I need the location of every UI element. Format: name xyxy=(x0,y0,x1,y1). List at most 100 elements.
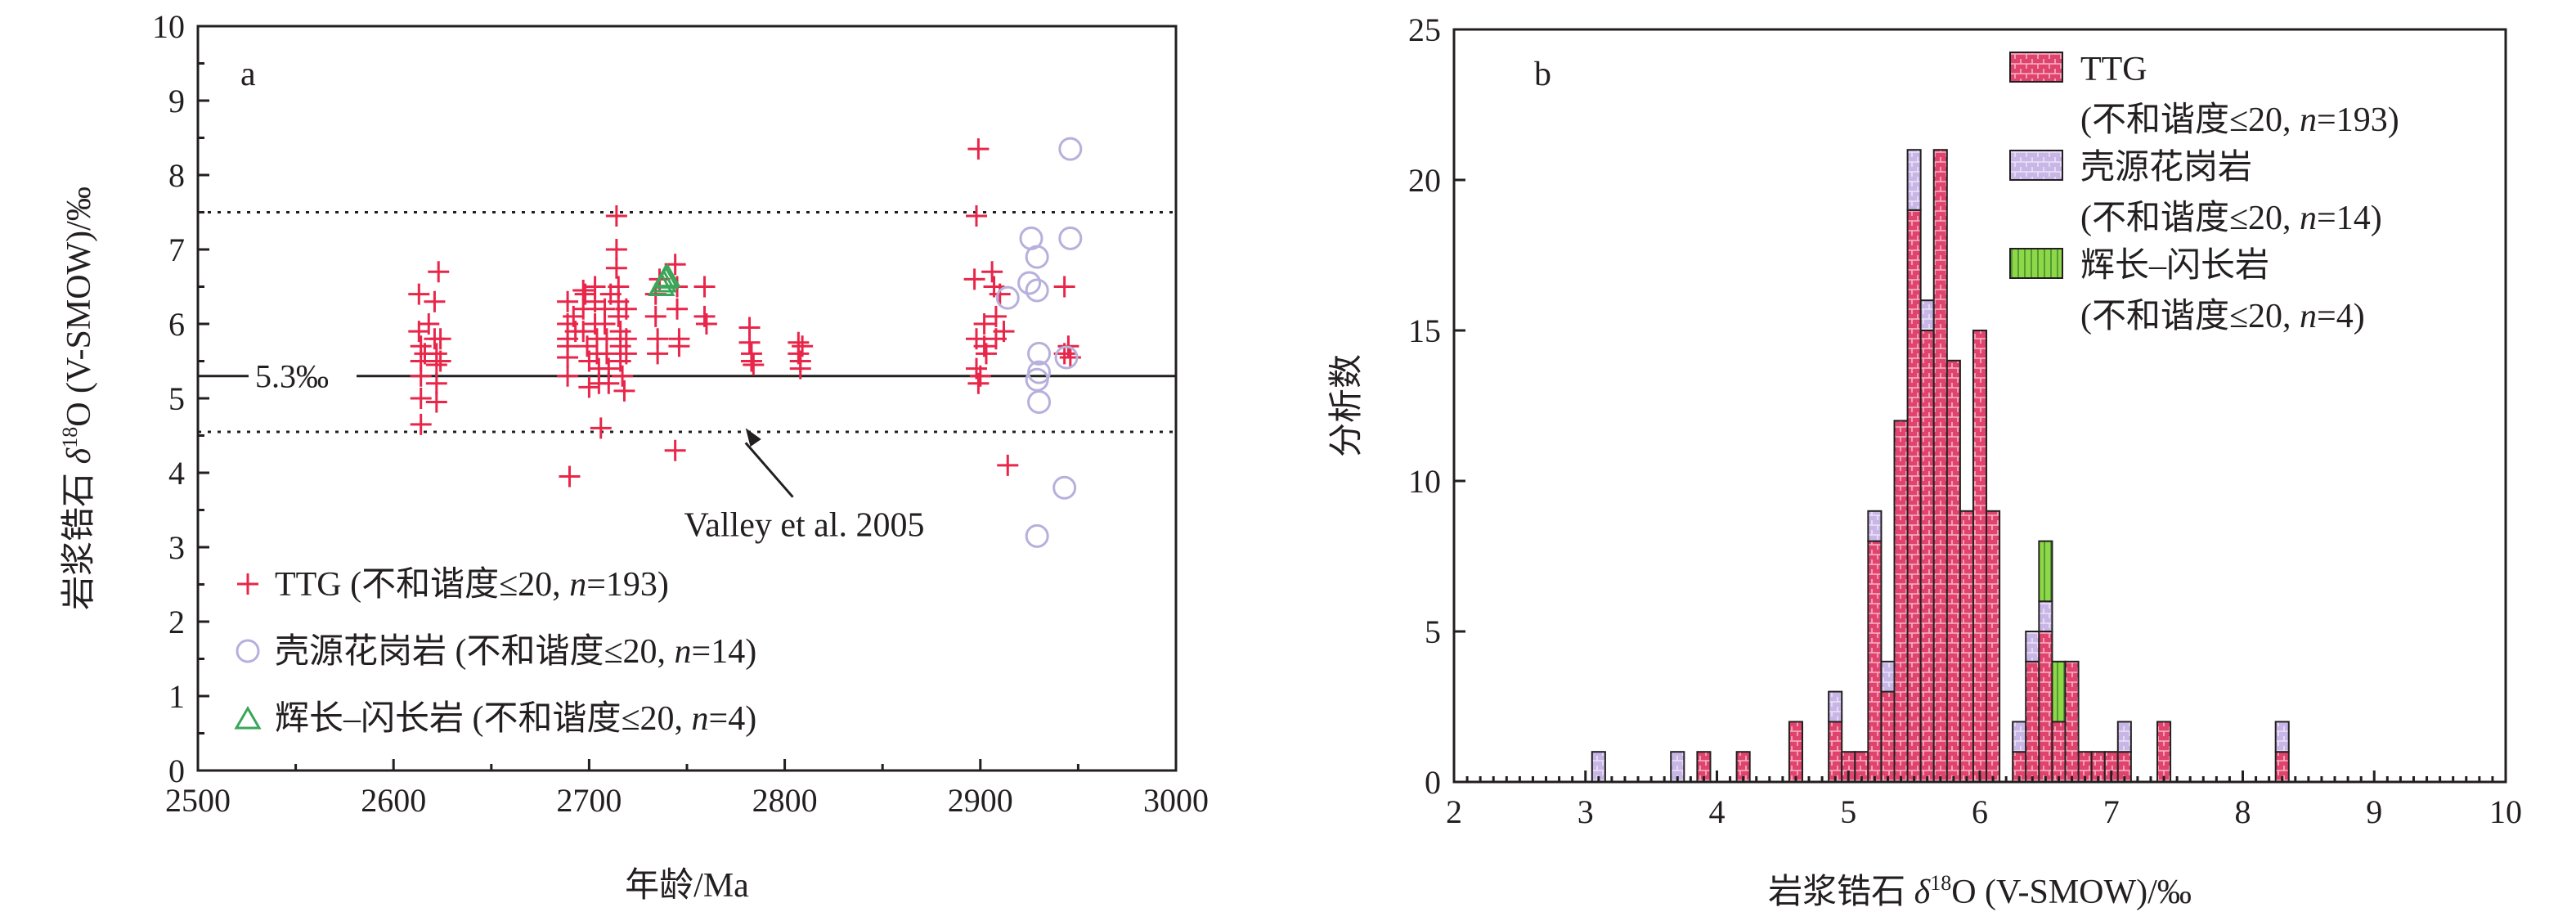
legend-name-gabbro: 辉长–闪长岩 xyxy=(2080,247,2269,285)
legend-sub-gabbro: (不和谐度≤20, n=4) xyxy=(2080,298,2365,335)
ttg-point xyxy=(973,313,995,335)
legend-item-granite: 壳源花岗岩 (不和谐度≤20, n=14) xyxy=(2009,149,2382,237)
ttg-point xyxy=(989,283,1011,305)
legend-label-granite: 壳源花岗岩 (不和谐度≤20, n=14) xyxy=(275,633,756,671)
legend-name-granite: 壳源花岗岩 xyxy=(2080,149,2252,186)
panel-a-axis-ticks: 2500 2600 2700 2800 2900 3000 0 1 2 3 4 5 6 7 8 9 10 xyxy=(152,8,1209,819)
granite-swatch-icon xyxy=(2009,150,2063,181)
panel-b-bars xyxy=(1591,149,2290,784)
x-tick-label: 2600 xyxy=(361,782,426,819)
x-tick-label: 2 xyxy=(1446,793,1462,830)
y-tick-label: 0 xyxy=(1425,764,1441,801)
ttg-bar xyxy=(1959,510,1974,783)
ttg-point xyxy=(410,388,432,409)
x-tick-label: 10 xyxy=(2489,793,2522,830)
x-tick-label: 7 xyxy=(2103,793,2120,830)
granite-bar xyxy=(1919,299,1935,332)
ttg-point xyxy=(740,350,762,372)
ttg-point xyxy=(738,331,761,353)
ttg-bar xyxy=(1788,721,1803,784)
ttg-bar xyxy=(1880,690,1896,783)
x-tick-label: 3 xyxy=(1577,793,1594,830)
granite-point xyxy=(1054,345,1079,370)
y-tick-label: 2 xyxy=(168,604,185,640)
ttg-point xyxy=(410,413,432,435)
ttg-point xyxy=(572,280,595,302)
legend-label-ttg: TTG (不和谐度≤20, n=193) xyxy=(275,566,669,604)
x-tick-label: 2700 xyxy=(556,782,622,819)
ttg-bar xyxy=(1893,420,1909,784)
granite-bar xyxy=(1867,510,1883,542)
y-tick-label: 5 xyxy=(168,380,185,417)
y-tick-label: 10 xyxy=(1408,463,1441,500)
ttg-point xyxy=(644,305,666,327)
ttg-point xyxy=(425,391,447,413)
ttg-point xyxy=(428,261,450,283)
x-tick-label: 2800 xyxy=(752,782,818,819)
y-tick-label: 3 xyxy=(168,529,185,566)
x-tick-label: 3000 xyxy=(1143,782,1209,819)
x-tick-label: 6 xyxy=(1972,793,1988,830)
granite-point xyxy=(1017,271,1042,295)
panel-b-y-axis-label: 分析数 xyxy=(1328,354,1366,457)
ttg-point xyxy=(695,313,717,335)
ttg-bar xyxy=(1945,359,1961,783)
ttg-bar xyxy=(2064,660,2080,783)
y-tick-label: 25 xyxy=(1408,11,1441,48)
y-tick-label: 8 xyxy=(168,157,185,194)
ttg-point xyxy=(410,365,432,387)
circle-marker-icon xyxy=(236,639,260,663)
gabbro-bar xyxy=(2038,540,2053,603)
ttg-point xyxy=(789,357,811,380)
panel-b-axis-ticks: 2 3 4 5 6 7 8 9 10 0 5 10 15 20 25 xyxy=(1408,11,2522,830)
ttg-bar xyxy=(1867,540,1883,783)
granite-point xyxy=(1058,137,1083,161)
ttg-point xyxy=(613,380,635,402)
legend-item-ttg: TTG (不和谐度≤20, n=193) xyxy=(2009,51,2399,139)
ttg-bar xyxy=(1919,330,1935,783)
ttg-point xyxy=(578,376,600,398)
panel-a-y-axis-label: 岩浆锆石 δ18O (V-SMOW)/‰ xyxy=(58,186,98,610)
panel-a-data-points xyxy=(408,137,1083,548)
y-tick-label: 15 xyxy=(1408,312,1441,349)
ttg-bar xyxy=(1986,510,2001,783)
ttg-point xyxy=(418,313,440,335)
ttg-point xyxy=(1053,276,1075,298)
ttg-point xyxy=(557,346,579,368)
granite-point xyxy=(1025,278,1049,303)
x-tick-label: 2900 xyxy=(948,782,1013,819)
ttg-point xyxy=(408,283,430,305)
ttg-point xyxy=(605,257,627,279)
ttg-bar xyxy=(1828,721,1843,784)
granite-point xyxy=(1025,367,1049,392)
legend-label-gabbro: 辉长–闪长岩 (不和谐度≤20, n=4) xyxy=(275,700,756,738)
ttg-bar xyxy=(2051,721,2067,784)
legend-item-granite: 壳源花岗岩 (不和谐度≤20, n=14) xyxy=(236,633,756,671)
ttg-point xyxy=(985,305,1007,327)
panel-a-x-axis-label: 年龄/Ma xyxy=(625,866,749,905)
legend-item-gabbro: 辉长–闪长岩 (不和谐度≤20, n=4) xyxy=(2009,247,2365,335)
ttg-point xyxy=(425,372,447,394)
ttg-point xyxy=(605,205,627,227)
ttg-point xyxy=(963,268,985,290)
legend-item-ttg: TTG (不和谐度≤20, n=193) xyxy=(237,566,669,604)
granite-point xyxy=(1027,341,1052,366)
ttg-point xyxy=(668,335,690,357)
y-tick-label: 1 xyxy=(168,678,185,715)
ttg-point xyxy=(969,365,991,387)
ttg-swatch-icon xyxy=(2009,52,2063,83)
ttg-bar xyxy=(2156,721,2172,784)
panel-b-x-axis-label: 岩浆锆石 δ18O (V-SMOW)/‰ xyxy=(1768,871,2192,911)
annotation-arrow xyxy=(744,442,794,498)
ttg-point xyxy=(666,298,689,320)
plus-marker-icon xyxy=(237,573,258,595)
gabbro-bar xyxy=(2051,660,2067,723)
annotation-arrow-head xyxy=(745,428,761,447)
gabbro-point xyxy=(653,263,681,288)
y-tick-label: 6 xyxy=(168,306,185,343)
ttg-point xyxy=(557,365,579,387)
y-tick-label: 9 xyxy=(168,83,185,119)
x-tick-label: 9 xyxy=(2366,793,2382,830)
granite-bar xyxy=(1828,690,1843,723)
